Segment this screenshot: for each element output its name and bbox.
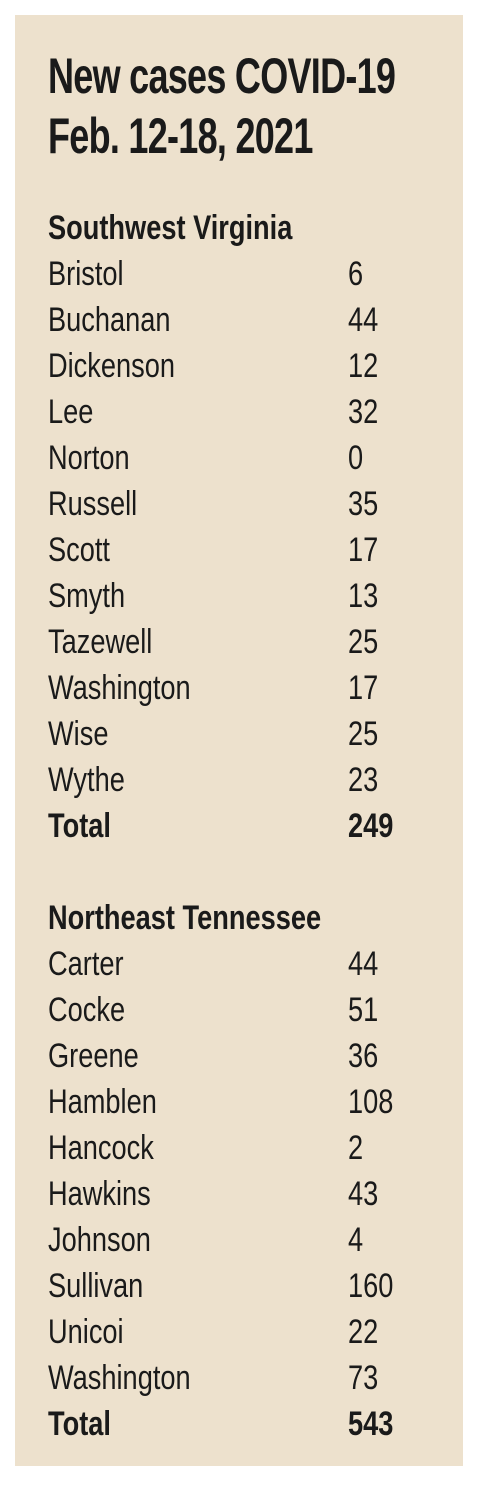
county-name: Hawkins xyxy=(48,1175,151,1213)
total-label: Total xyxy=(48,807,111,845)
case-count: 43 xyxy=(348,1175,379,1213)
total-value: 249 xyxy=(348,807,394,845)
county-name: Sullivan xyxy=(48,1267,144,1305)
case-count: 44 xyxy=(348,945,379,983)
county-name: Carter xyxy=(48,945,124,983)
county-name: Cocke xyxy=(48,991,126,1029)
county-name: Greene xyxy=(48,1037,139,1075)
case-count: 108 xyxy=(348,1083,394,1121)
title: Feb. 12-18, 2021 xyxy=(48,108,313,164)
county-name: Buchanan xyxy=(48,301,171,339)
county-name: Washington xyxy=(48,1359,191,1397)
case-count: 35 xyxy=(348,485,379,523)
county-name: Norton xyxy=(48,439,130,477)
case-count: 17 xyxy=(348,669,379,707)
case-count: 25 xyxy=(348,623,379,661)
case-count: 36 xyxy=(348,1037,379,1075)
county-name: Russell xyxy=(48,485,138,523)
county-name: Unicoi xyxy=(48,1313,124,1351)
case-count: 12 xyxy=(348,347,379,385)
case-count: 13 xyxy=(348,577,379,615)
county-name: Washington xyxy=(48,669,191,707)
county-name: Wise xyxy=(48,715,109,753)
case-count: 0 xyxy=(348,439,364,477)
county-name: Scott xyxy=(48,531,110,569)
county-name: Tazewell xyxy=(48,623,153,661)
case-count: 4 xyxy=(348,1221,364,1259)
case-count: 22 xyxy=(348,1313,379,1351)
panel xyxy=(15,15,463,1466)
county-name: Lee xyxy=(48,393,94,431)
case-count: 51 xyxy=(348,991,379,1029)
county-name: Johnson xyxy=(48,1221,151,1259)
case-count: 2 xyxy=(348,1129,364,1167)
county-name: Dickenson xyxy=(48,347,175,385)
case-count: 44 xyxy=(348,301,379,339)
case-count: 23 xyxy=(348,761,379,799)
case-count: 73 xyxy=(348,1359,379,1397)
total-value: 543 xyxy=(348,1405,394,1443)
county-name: Bristol xyxy=(48,255,124,293)
case-count: 17 xyxy=(348,531,379,569)
section-heading: Southwest Virginia xyxy=(48,209,293,247)
title: New cases COVID-19 xyxy=(48,48,396,104)
county-name: Hancock xyxy=(48,1129,154,1167)
county-name: Wythe xyxy=(48,761,125,799)
case-count: 160 xyxy=(348,1267,394,1305)
case-count: 6 xyxy=(348,255,364,293)
county-name: Hamblen xyxy=(48,1083,157,1121)
county-name: Smyth xyxy=(48,577,126,615)
case-count: 32 xyxy=(348,393,379,431)
section-heading: Northeast Tennessee xyxy=(48,899,322,937)
total-label: Total xyxy=(48,1405,111,1443)
case-count: 25 xyxy=(348,715,379,753)
